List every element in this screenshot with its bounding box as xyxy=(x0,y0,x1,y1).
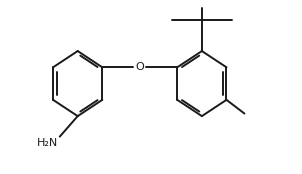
Text: O: O xyxy=(135,62,144,72)
Text: H₂N: H₂N xyxy=(37,138,58,148)
